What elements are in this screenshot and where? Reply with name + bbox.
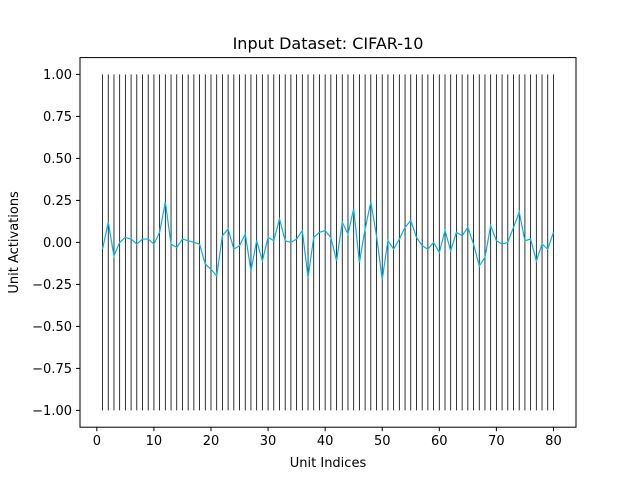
x-tick-label: 20 [203,434,220,449]
x-axis-label: Unit Indices [290,456,367,471]
y-tick-label: −0.50 [32,320,72,335]
x-tick-label: 80 [545,434,562,449]
x-tick-label: 60 [431,434,448,449]
y-tick-label: −1.00 [32,404,72,419]
x-tick-label: 70 [488,434,505,449]
y-tick-label: 0.75 [43,110,72,125]
y-axis-label: Unit Activations [7,191,22,294]
y-tick-label: −0.75 [32,362,72,377]
y-tick-label: 1.00 [43,68,72,83]
x-tick-label: 40 [317,434,334,449]
y-tick-label: 0.00 [43,236,72,251]
x-tick-label: 0 [93,434,101,449]
y-tick-label: 0.25 [43,194,72,209]
series-line [101,201,555,280]
y-tick-label: −0.25 [32,278,72,293]
y-axis: 1.00 0.75 0.50 0.25 0.00 −0.25 −0.50 −0.75 −1.00 [32,68,80,419]
x-tick-label: 50 [374,434,391,449]
chart-title: Input Dataset: CIFAR-10 [233,34,424,53]
x-tick-label: 30 [260,434,277,449]
series-layer [101,201,555,280]
x-tick-label: 10 [146,434,163,449]
vlines-layer [102,74,554,411]
y-tick-label: 0.50 [43,152,72,167]
x-axis: 0 10 20 30 40 50 60 70 80 [93,427,562,449]
